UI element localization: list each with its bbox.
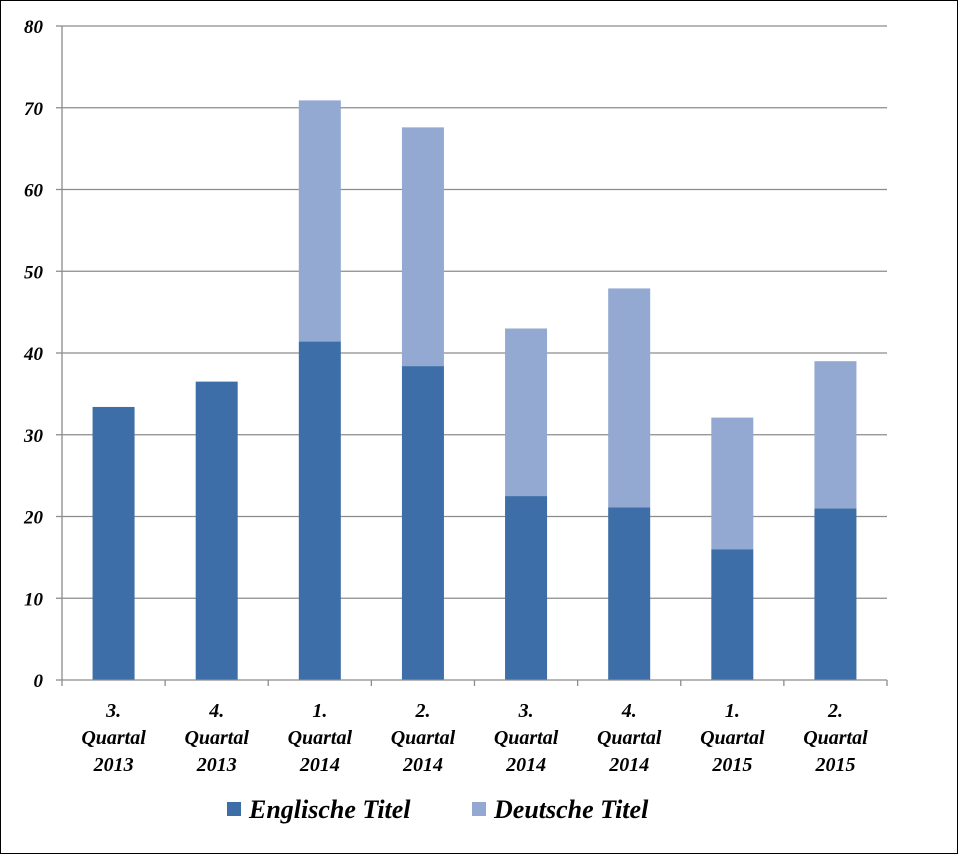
x-tick-label: 3. [105, 700, 121, 722]
bar-englische-titel [401, 366, 444, 680]
bar-englische-titel [814, 508, 857, 680]
x-tick-label: 2014 [505, 754, 546, 776]
bars [92, 100, 857, 680]
x-tick-label: Quartal [81, 727, 146, 749]
x-tick-label: Quartal [803, 727, 868, 749]
x-tick-label: 4. [208, 700, 224, 722]
y-tick-label: 0 [34, 671, 44, 692]
y-tick-label: 20 [23, 508, 44, 529]
x-tick-label: 2. [414, 700, 430, 722]
bar-englische-titel [711, 549, 754, 680]
legend: Englische Titel Deutsche Titel [227, 795, 649, 824]
y-tick-label: 80 [24, 17, 44, 38]
x-tick-label: 1. [312, 700, 327, 722]
x-tick-label: 2014 [402, 754, 443, 776]
x-tick-label: Quartal [494, 727, 559, 749]
y-tick-label: 40 [23, 344, 44, 365]
x-tick-label: 2015 [711, 754, 752, 776]
x-tick-label: Quartal [184, 727, 249, 749]
bar-englische-titel [505, 496, 548, 680]
x-tick-label: 3. [518, 700, 534, 722]
x-tick-label: 2014 [299, 754, 340, 776]
bar-deutsche-titel [814, 361, 857, 509]
x-tick-label: 2014 [608, 754, 649, 776]
x-tick-label: 4. [621, 700, 637, 722]
x-tick-label: 1. [725, 700, 740, 722]
x-tick-label: 2013 [93, 754, 134, 776]
bar-englische-titel [92, 406, 135, 680]
legend-swatch-englische-titel [227, 802, 241, 816]
bar-deutsche-titel [401, 127, 444, 367]
bar-deutsche-titel [505, 328, 548, 497]
grid-lines [62, 25, 887, 599]
x-tick-label: Quartal [288, 727, 353, 749]
x-tick-label: Quartal [700, 727, 765, 749]
y-tick-label: 10 [24, 589, 44, 610]
legend-swatch-deutsche-titel [472, 802, 486, 816]
bar-englische-titel [298, 341, 341, 680]
y-tick-label: 60 [24, 181, 44, 202]
y-tick-label: 30 [23, 426, 44, 447]
bar-deutsche-titel [711, 417, 754, 550]
y-tick-label: 70 [24, 99, 44, 120]
x-tick-label: 2015 [814, 754, 855, 776]
bar-deutsche-titel [298, 100, 341, 342]
x-tick-label: Quartal [391, 727, 456, 749]
bar-englische-titel [608, 507, 651, 680]
x-tick-label: 2013 [196, 754, 237, 776]
bar-englische-titel [195, 381, 238, 680]
legend-label-englische-titel: Englische Titel [248, 795, 411, 824]
x-tick-labels: 3. Quartal 2013 4. Quartal 2013 1. Quartal 2014 2… [81, 700, 868, 776]
y-tick-label: 50 [24, 262, 44, 283]
x-tick-label: 2. [827, 700, 843, 722]
y-tick-labels: 0 10 20 30 40 50 60 70 80 [23, 17, 44, 692]
legend-label-deutsche-titel: Deutsche Titel [493, 795, 649, 824]
bar-deutsche-titel [608, 288, 651, 508]
axes [56, 25, 888, 686]
x-tick-label: Quartal [597, 727, 662, 749]
